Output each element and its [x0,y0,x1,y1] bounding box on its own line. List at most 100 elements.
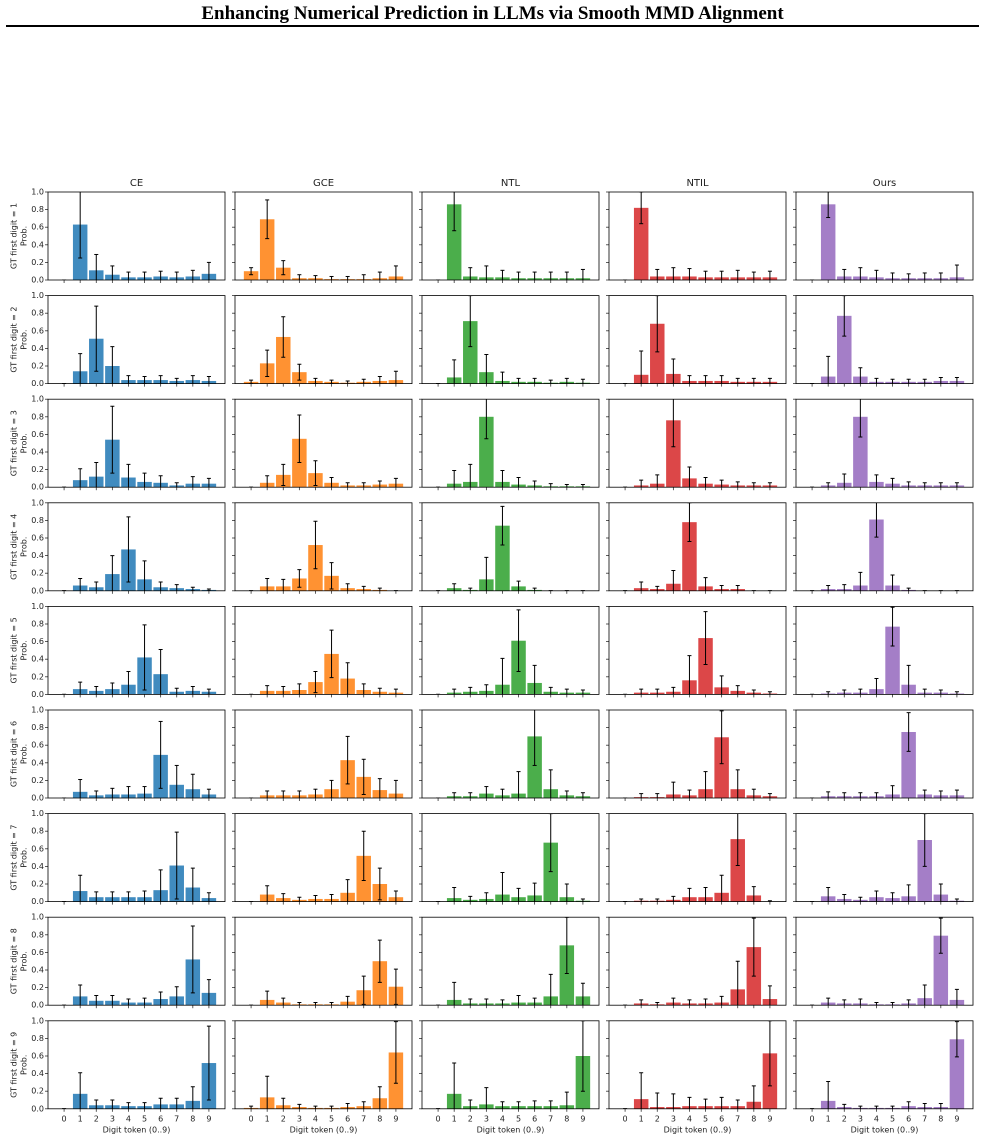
error-bar [671,781,676,798]
error-bar [922,984,927,1006]
error-bar [265,1075,270,1109]
error-bar [329,1105,334,1109]
error-bar [249,267,254,276]
x-tick-label: 5 [703,1114,708,1123]
error-bar [345,380,350,384]
error-bar [94,1099,99,1109]
error-bar [484,399,489,440]
error-bar [393,779,398,798]
error-bar [206,376,211,384]
error-bar [564,688,569,695]
panel [232,191,413,283]
panel-plot [436,609,591,695]
error-bar [687,655,692,695]
panel-plot [810,399,965,488]
y-tick-label: 0.6 [31,844,44,853]
y-tick-label: 0.8 [31,723,44,732]
error-bar [377,939,382,983]
error-bar [265,199,270,240]
panel-plot [810,917,965,1006]
error-bar [639,898,644,902]
error-bar [190,685,195,695]
panel-plot [436,917,591,1006]
error-bar [922,688,927,695]
error-bar [719,710,724,765]
error-bar [954,789,959,798]
x-tick-label: 7 [548,1114,553,1123]
error-bar [906,999,911,1006]
error-bar [922,1103,927,1109]
error-bar [735,377,740,384]
error-bar [206,979,211,1006]
y-tick-label: 0.2 [31,258,44,267]
y-tick-label: 0.2 [31,1087,44,1096]
error-bar [532,480,537,488]
panel-plot [249,414,404,488]
error-bar [313,460,318,486]
error-bar [548,813,553,873]
error-bar [110,346,115,384]
axes-frame [421,1020,600,1110]
error-bar [906,884,911,902]
error-bar [703,375,708,384]
x-tick-label: 6 [158,1114,163,1123]
error-bar [142,472,147,488]
panel-plot [62,516,217,591]
y-axis-label: Prob. [20,744,29,764]
error-bar [126,463,131,488]
error-bar [516,580,521,591]
x-tick-label: 3 [671,1114,676,1123]
error-bar [767,1020,772,1087]
panel [45,191,226,283]
error-bar [703,577,708,591]
error-bar [906,587,911,591]
x-axis-label: Digit token (0..9) [851,1125,919,1134]
error-bar [580,378,585,384]
error-bar [938,883,943,902]
error-bar [655,585,660,591]
axes-frame [421,916,600,1006]
col-title: NTIL [686,178,709,189]
panel [45,709,226,801]
error-bar [297,896,302,902]
panel [606,606,787,698]
error-bar [906,273,911,280]
error-bar [671,358,676,384]
error-bar [735,1099,740,1109]
axes-frame [47,916,226,1006]
error-bar [842,999,847,1006]
y-tick-label: 0.0 [31,276,44,285]
error-bar [126,375,131,384]
error-bar [922,378,927,384]
error-bar [313,788,318,798]
error-bar [190,476,195,488]
error-bar [671,570,676,591]
x-tick-label: 4 [313,1114,318,1123]
y-axis-label: Prob. [20,640,29,660]
panel-plot [62,405,217,488]
bar [917,840,932,902]
error-bar [313,671,318,694]
error-bar [78,192,83,259]
panel [793,1020,974,1112]
panel-plot [810,295,965,384]
y-tick-label: 0.6 [31,534,44,543]
panel [45,398,226,491]
error-bar [890,1105,895,1109]
x-axis-label: Digit token (0..9) [103,1125,171,1134]
error-bar [516,995,521,1006]
error-bar [377,1086,382,1109]
error-bar [377,867,382,901]
error-bar [858,896,863,902]
error-bar [206,788,211,798]
x-tick-label: 7 [174,1114,179,1123]
error-bar [655,793,660,798]
panel-plot [623,295,778,384]
error-bar [361,975,366,1005]
row-label: GT first digit = 7 [10,825,19,891]
error-bar [516,477,521,488]
error-bar [94,891,99,902]
error-bar [110,405,115,474]
error-bar [532,1100,537,1109]
